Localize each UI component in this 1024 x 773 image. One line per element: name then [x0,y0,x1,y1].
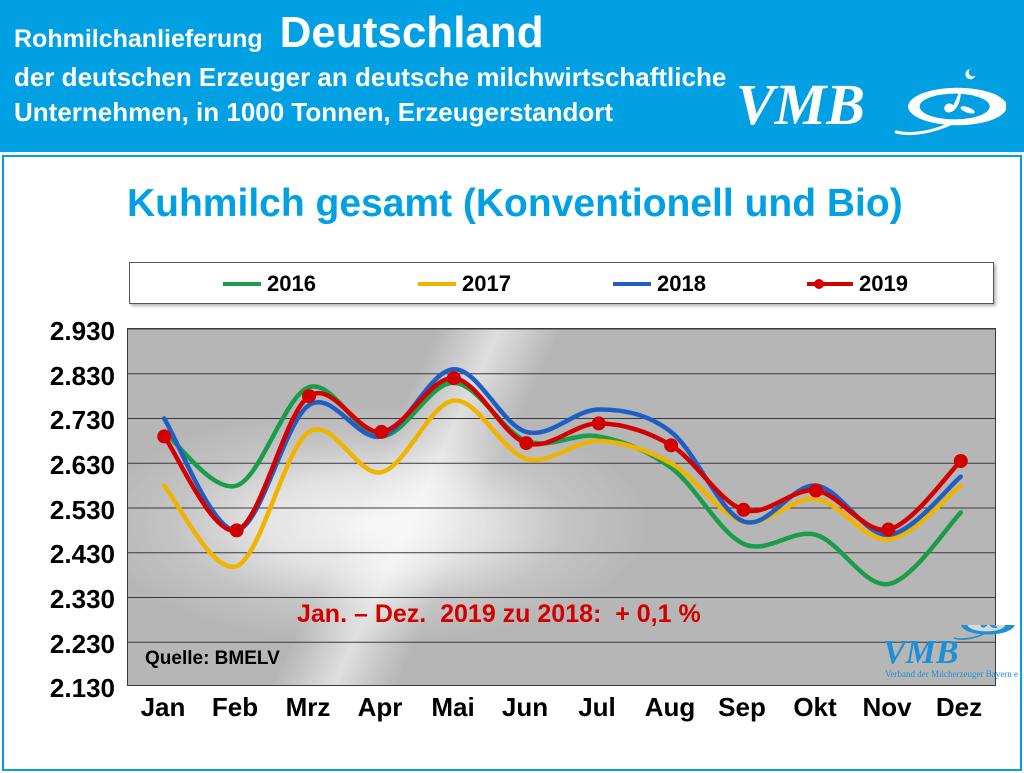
svg-text:VMB: VMB [883,634,959,671]
svg-text:Verband der Milcherzeuger Baye: Verband der Milcherzeuger Bayern e.V. [885,669,1018,679]
svg-text:VMB: VMB [736,72,865,137]
